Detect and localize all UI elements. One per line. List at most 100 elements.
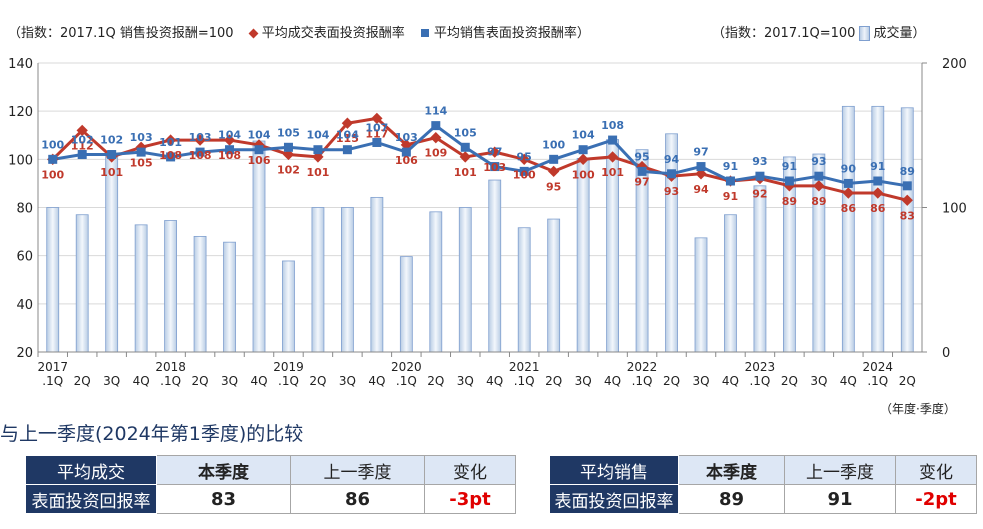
blue-data-label: 95 (517, 150, 532, 163)
square-point (225, 145, 235, 155)
volume-bar (282, 260, 295, 353)
volume-bar (105, 153, 119, 353)
previous-value: 86 (290, 484, 425, 514)
blue-data-label: 93 (811, 155, 826, 168)
red-data-label: 101 (306, 166, 329, 179)
volume-bar (252, 140, 266, 353)
y-left-tick-label: 100 (8, 153, 33, 168)
volume-bar (547, 218, 561, 353)
blue-data-label: 104 (248, 129, 271, 142)
blue-data-label: 100 (41, 138, 64, 151)
red-data-label: 117 (365, 127, 388, 140)
x-quarter-label: 2Q (309, 374, 326, 388)
red-data-label: 89 (811, 195, 826, 208)
red-data-label: 92 (752, 188, 767, 201)
y-right-tick-label: 100 (942, 202, 967, 217)
legend-series-b: 平均销售表面投资报酬率） (417, 22, 590, 41)
volume-bar (164, 220, 178, 353)
blue-data-label: 103 (130, 131, 153, 144)
col-change-header: 变化 (895, 455, 977, 485)
volume-bar (665, 133, 678, 353)
red-data-label: 101 (100, 166, 123, 179)
comparison-table-listing: 平均销售 本季度 上一季度 变化 表面投资回报率 89 91 -2pt (549, 455, 977, 514)
x-quarter-label: 4Q (368, 374, 385, 388)
blue-data-label: 103 (395, 131, 418, 144)
x-quarter-label: .1Q (396, 374, 417, 388)
blue-data-label: 93 (752, 155, 767, 168)
x-year-label: 2021 (509, 360, 540, 374)
diamond-point (842, 187, 854, 199)
red-data-label: 106 (248, 154, 271, 167)
volume-bar (724, 214, 737, 353)
red-data-label: 101 (454, 166, 477, 179)
diamond-point (459, 151, 471, 163)
volume-bar (75, 214, 89, 353)
blue-data-label: 102 (71, 134, 94, 147)
blue-data-label: 103 (189, 131, 212, 144)
square-point (166, 152, 176, 162)
x-quarter-label: 4Q (250, 374, 267, 388)
diamond-point (548, 165, 560, 178)
x-year-label: 2022 (627, 360, 658, 374)
col-change-header: 变化 (424, 455, 516, 485)
x-quarter-label: 3Q (457, 374, 474, 388)
x-year-label: 2024 (863, 360, 894, 374)
x-quarter-label: 2Q (74, 374, 91, 388)
square-point (372, 137, 382, 147)
y-left-tick-label: 120 (8, 105, 33, 120)
blue-data-label: 97 (487, 146, 502, 159)
blue-data-label: 104 (336, 129, 359, 142)
x-quarter-label: 3Q (810, 374, 827, 388)
square-point (48, 154, 58, 164)
blue-data-label: 104 (306, 129, 329, 142)
diamond-point (872, 187, 884, 199)
x-quarter-label: 3Q (103, 374, 120, 388)
x-quarter-label: .1Q (160, 374, 181, 388)
red-data-label: 112 (71, 139, 94, 152)
diamond-point (223, 134, 236, 146)
blue-data-label: 114 (424, 105, 447, 118)
red-data-label: 102 (277, 164, 300, 177)
blue-data-label: 95 (634, 150, 649, 163)
red-data-label: 115 (336, 132, 359, 145)
square-point (784, 176, 794, 186)
x-year-label: 2017 (37, 360, 68, 374)
red-data-label: 100 (572, 168, 595, 181)
blue-data-label: 97 (693, 146, 708, 159)
red-data-label: 103 (483, 161, 506, 174)
combo-chart: 20 40 60 80 100 120 140 0 100 200 .1Q 2Q 3Q 4Q .1Q 2Q 3Q… (8, 57, 967, 388)
volume-bar (694, 237, 708, 353)
current-value: 83 (156, 484, 291, 514)
x-quarter-label: 3Q (221, 374, 238, 388)
diamond-point (194, 134, 206, 146)
x-quarter-label: 2Q (545, 374, 562, 388)
y-left-tick-label: 60 (16, 250, 33, 265)
x-quarter-label: .1Q (749, 374, 770, 388)
diamond-point (901, 194, 913, 206)
volume-bar (458, 207, 472, 353)
blue-data-label: 91 (723, 160, 738, 173)
red-data-label: 108 (159, 149, 182, 162)
square-point (755, 171, 765, 181)
y-right-tick-label: 200 (942, 57, 967, 72)
square-point (667, 169, 677, 179)
red-data-label: 86 (841, 202, 857, 215)
blue-data-label: 90 (841, 162, 857, 175)
square-point (342, 145, 352, 155)
current-value: 89 (678, 484, 785, 514)
col-current-header: 本季度 (678, 455, 785, 485)
square-point (637, 166, 647, 176)
x-quarter-label: 3Q (339, 374, 356, 388)
diamond-point (164, 134, 177, 146)
legend-right-note: （指数：2017.1Q=100 (712, 26, 856, 41)
square-marker-icon (420, 29, 429, 37)
blue-data-label: 108 (601, 119, 624, 132)
table-row-name-2: 表面投资回报率 (25, 484, 157, 514)
col-previous-header: 上一季度 (784, 455, 896, 485)
red-data-label: 83 (900, 209, 915, 222)
volume-bar (488, 179, 502, 353)
volume-bar (223, 241, 236, 353)
section-title: 与上一季度(2024年第1季度)的比较 (0, 423, 304, 445)
square-point (254, 145, 264, 155)
volume-bar (370, 196, 384, 353)
